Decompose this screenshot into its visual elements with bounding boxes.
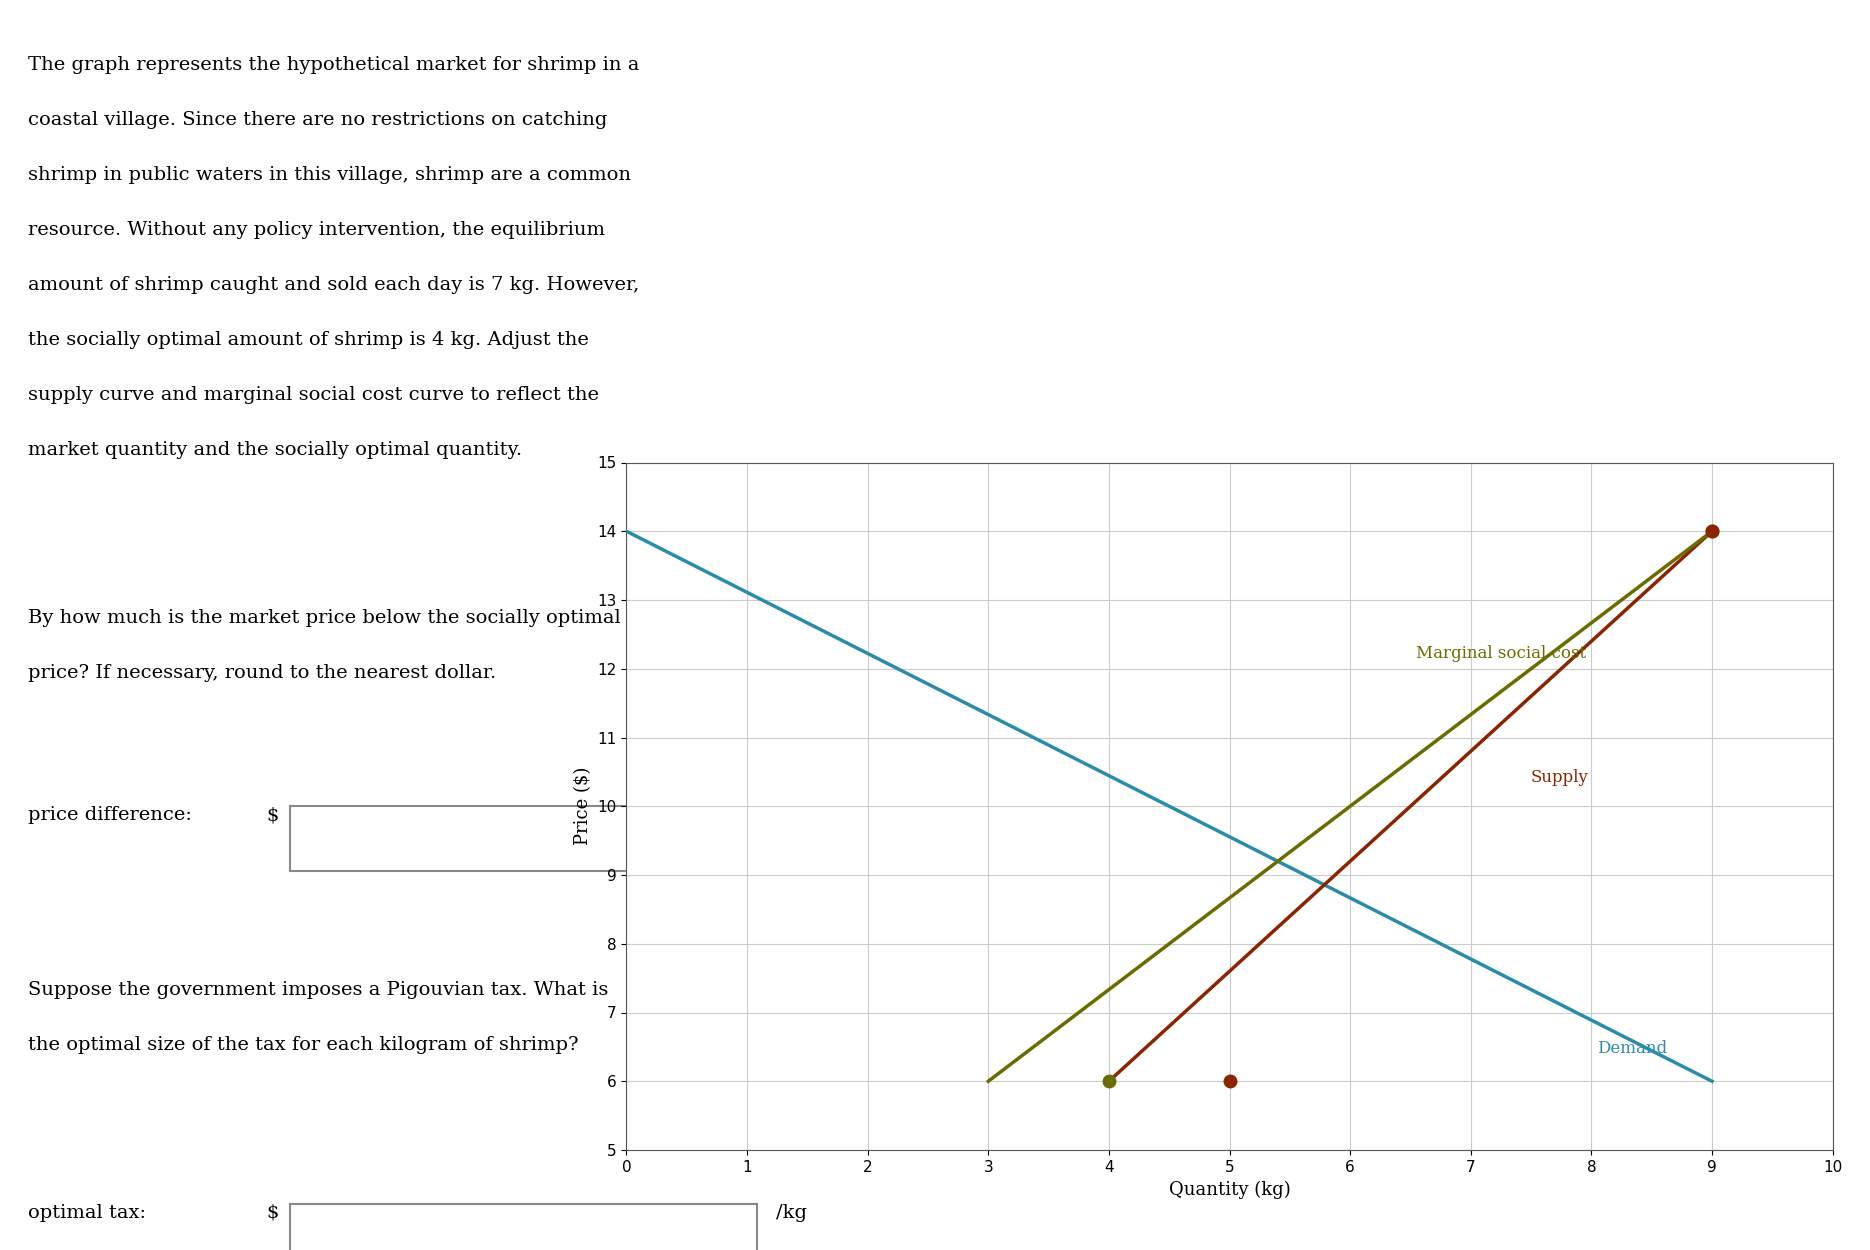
Text: the socially optimal amount of shrimp is 4 kg. Adjust the: the socially optimal amount of shrimp is… xyxy=(28,331,589,349)
Text: amount of shrimp caught and sold each day is 7 kg. However,: amount of shrimp caught and sold each da… xyxy=(28,276,640,294)
Text: market quantity and the socially optimal quantity.: market quantity and the socially optimal… xyxy=(28,441,522,459)
Text: $: $ xyxy=(266,1204,279,1221)
Text: Suppose the government imposes a Pigouvian tax. What is: Suppose the government imposes a Pigouvi… xyxy=(28,981,608,999)
Bar xyxy=(290,1204,757,1250)
Text: price? If necessary, round to the nearest dollar.: price? If necessary, round to the neares… xyxy=(28,664,496,681)
Text: shrimp in public waters in this village, shrimp are a common: shrimp in public waters in this village,… xyxy=(28,166,630,184)
Text: Supply: Supply xyxy=(1532,769,1590,786)
Text: /kg: /kg xyxy=(776,1204,808,1221)
Text: $: $ xyxy=(266,806,279,824)
Bar xyxy=(290,806,757,871)
Text: supply curve and marginal social cost curve to reflect the: supply curve and marginal social cost cu… xyxy=(28,386,598,404)
Text: The graph represents the hypothetical market for shrimp in a: The graph represents the hypothetical ma… xyxy=(28,56,640,74)
Text: resource. Without any policy intervention, the equilibrium: resource. Without any policy interventio… xyxy=(28,221,606,239)
Text: optimal tax:: optimal tax: xyxy=(28,1204,146,1221)
Y-axis label: Price ($): Price ($) xyxy=(574,768,591,845)
Text: /kg: /kg xyxy=(776,806,808,824)
Text: By how much is the market price below the socially optimal: By how much is the market price below th… xyxy=(28,609,621,626)
Text: Demand: Demand xyxy=(1597,1040,1668,1058)
Text: coastal village. Since there are no restrictions on catching: coastal village. Since there are no rest… xyxy=(28,111,608,129)
Text: price difference:: price difference: xyxy=(28,806,193,824)
X-axis label: Quantity (kg): Quantity (kg) xyxy=(1169,1180,1290,1199)
Text: the optimal size of the tax for each kilogram of shrimp?: the optimal size of the tax for each kil… xyxy=(28,1036,578,1054)
Text: Marginal social cost: Marginal social cost xyxy=(1416,645,1586,662)
